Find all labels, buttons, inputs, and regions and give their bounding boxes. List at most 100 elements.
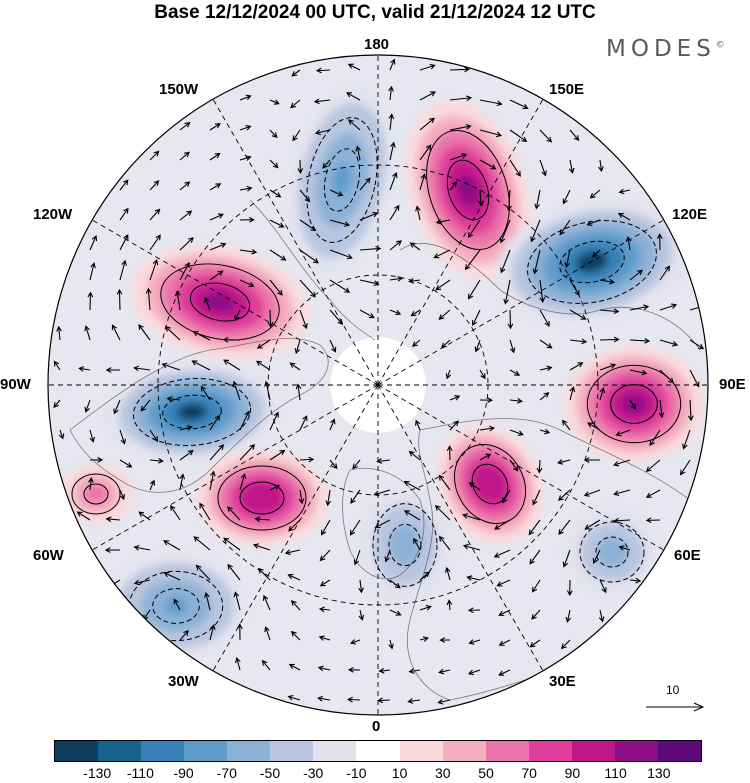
wind-vector: [329, 418, 336, 431]
wind-vector: [239, 94, 252, 101]
brand-text: MODES: [606, 36, 716, 62]
wind-vector: [659, 339, 679, 347]
wind-vector: [287, 694, 301, 701]
wind-vector: [116, 288, 123, 311]
wind-vector: [438, 474, 451, 491]
wind-vector: [299, 219, 317, 232]
wind-vector: [329, 279, 351, 293]
map-border: [47, 54, 709, 716]
wind-vector: [325, 489, 332, 507]
wind-vector: [629, 399, 637, 410]
wind-vector: [599, 308, 620, 315]
wind-vector: [449, 66, 470, 73]
wind-vector: [599, 579, 607, 594]
wind-vector: [509, 429, 524, 436]
wind-vector: [498, 669, 511, 676]
wind-vector: [235, 657, 241, 671]
wind-vector: [209, 213, 224, 221]
wind-vector: [449, 153, 468, 161]
wind-vector: [477, 189, 484, 207]
contour-line: [83, 483, 109, 505]
wind-vector: [615, 429, 631, 437]
wind-vector: [239, 473, 247, 491]
wind-vector: [509, 369, 521, 376]
wind-vector: [161, 362, 181, 371]
wind-vector: [539, 129, 553, 143]
wind-vector: [222, 336, 241, 343]
wind-vector: [583, 489, 601, 497]
wind-vector: [558, 489, 571, 501]
wind-vector: [119, 489, 125, 501]
wind-vector: [223, 537, 241, 551]
colorbar-tick-label: -30: [303, 765, 324, 781]
wind-vector: [104, 547, 121, 553]
wind-vector: [498, 609, 511, 617]
wind-vector: [313, 98, 331, 105]
contour-line: [559, 240, 625, 284]
wind-vector: [409, 242, 421, 251]
wind-vector: [629, 337, 651, 344]
wind-vector: [618, 545, 631, 551]
wind-vector: [389, 275, 404, 282]
wind-vector: [569, 386, 576, 401]
wind-vector: [350, 639, 361, 645]
wind-vector: [119, 207, 129, 221]
wind-vector: [509, 159, 521, 177]
colorbar-swatch: [55, 741, 99, 761]
wind-vector: [474, 339, 481, 353]
lon-label-90w: 90W: [0, 376, 31, 393]
wind-vector: [592, 249, 601, 258]
wind-vector: [358, 579, 364, 594]
wind-vector: [462, 543, 481, 551]
wind-vector: [389, 204, 400, 221]
coastline-north-america: [69, 338, 329, 493]
wind-vector: [403, 481, 421, 491]
wind-vector: [209, 152, 221, 161]
wind-vector: [53, 360, 61, 371]
wind-vector: [239, 444, 256, 461]
wind-vector: [119, 259, 127, 281]
wind-vector: [269, 159, 279, 169]
anomaly-positive-atlantic: [251, 490, 273, 506]
wind-vector: [599, 278, 615, 285]
colorbar-tick-label: 110: [604, 765, 627, 781]
wind-vector: [105, 516, 121, 523]
wind-vector: [321, 519, 331, 536]
wind-vector: [179, 473, 186, 491]
wind-vector: [528, 519, 541, 536]
wind-vector: [209, 270, 224, 281]
wind-vector: [329, 459, 338, 470]
wind-vector: [445, 369, 452, 380]
colorbar-tick-label: 10: [391, 765, 408, 781]
colorbar-tick-label: 70: [521, 765, 537, 781]
wind-vector: [299, 309, 308, 330]
wind-vector: [629, 304, 650, 311]
wind-vector: [378, 667, 391, 674]
lon-label-150e: 150E: [549, 81, 585, 98]
wind-vector: [389, 58, 396, 71]
wind-vector: [347, 696, 361, 703]
wind-vector: [559, 219, 571, 236]
wind-vector: [149, 208, 161, 221]
contour-line: [132, 377, 252, 447]
wind-vector: [389, 579, 401, 589]
wind-vector: [509, 129, 528, 143]
wind-vector: [444, 566, 451, 581]
wind-vector: [290, 99, 301, 109]
wind-vector: [209, 414, 221, 431]
wind-vector: [656, 233, 663, 251]
wind-vector: [191, 360, 211, 371]
wind-vector: [613, 489, 631, 496]
wind-vector: [560, 639, 571, 650]
wind-vector: [195, 564, 211, 581]
wind-vector: [536, 459, 543, 474]
wind-vector: [53, 399, 61, 409]
meridian-line: [83, 214, 379, 386]
wind-vector: [419, 636, 429, 642]
wind-vector: [529, 549, 541, 565]
contour-line: [152, 588, 200, 624]
colorbar-tick-label: -110: [126, 765, 154, 781]
lon-label-90e: 90E: [719, 376, 746, 393]
wind-vector: [288, 519, 301, 532]
wind-vector: [192, 331, 211, 341]
